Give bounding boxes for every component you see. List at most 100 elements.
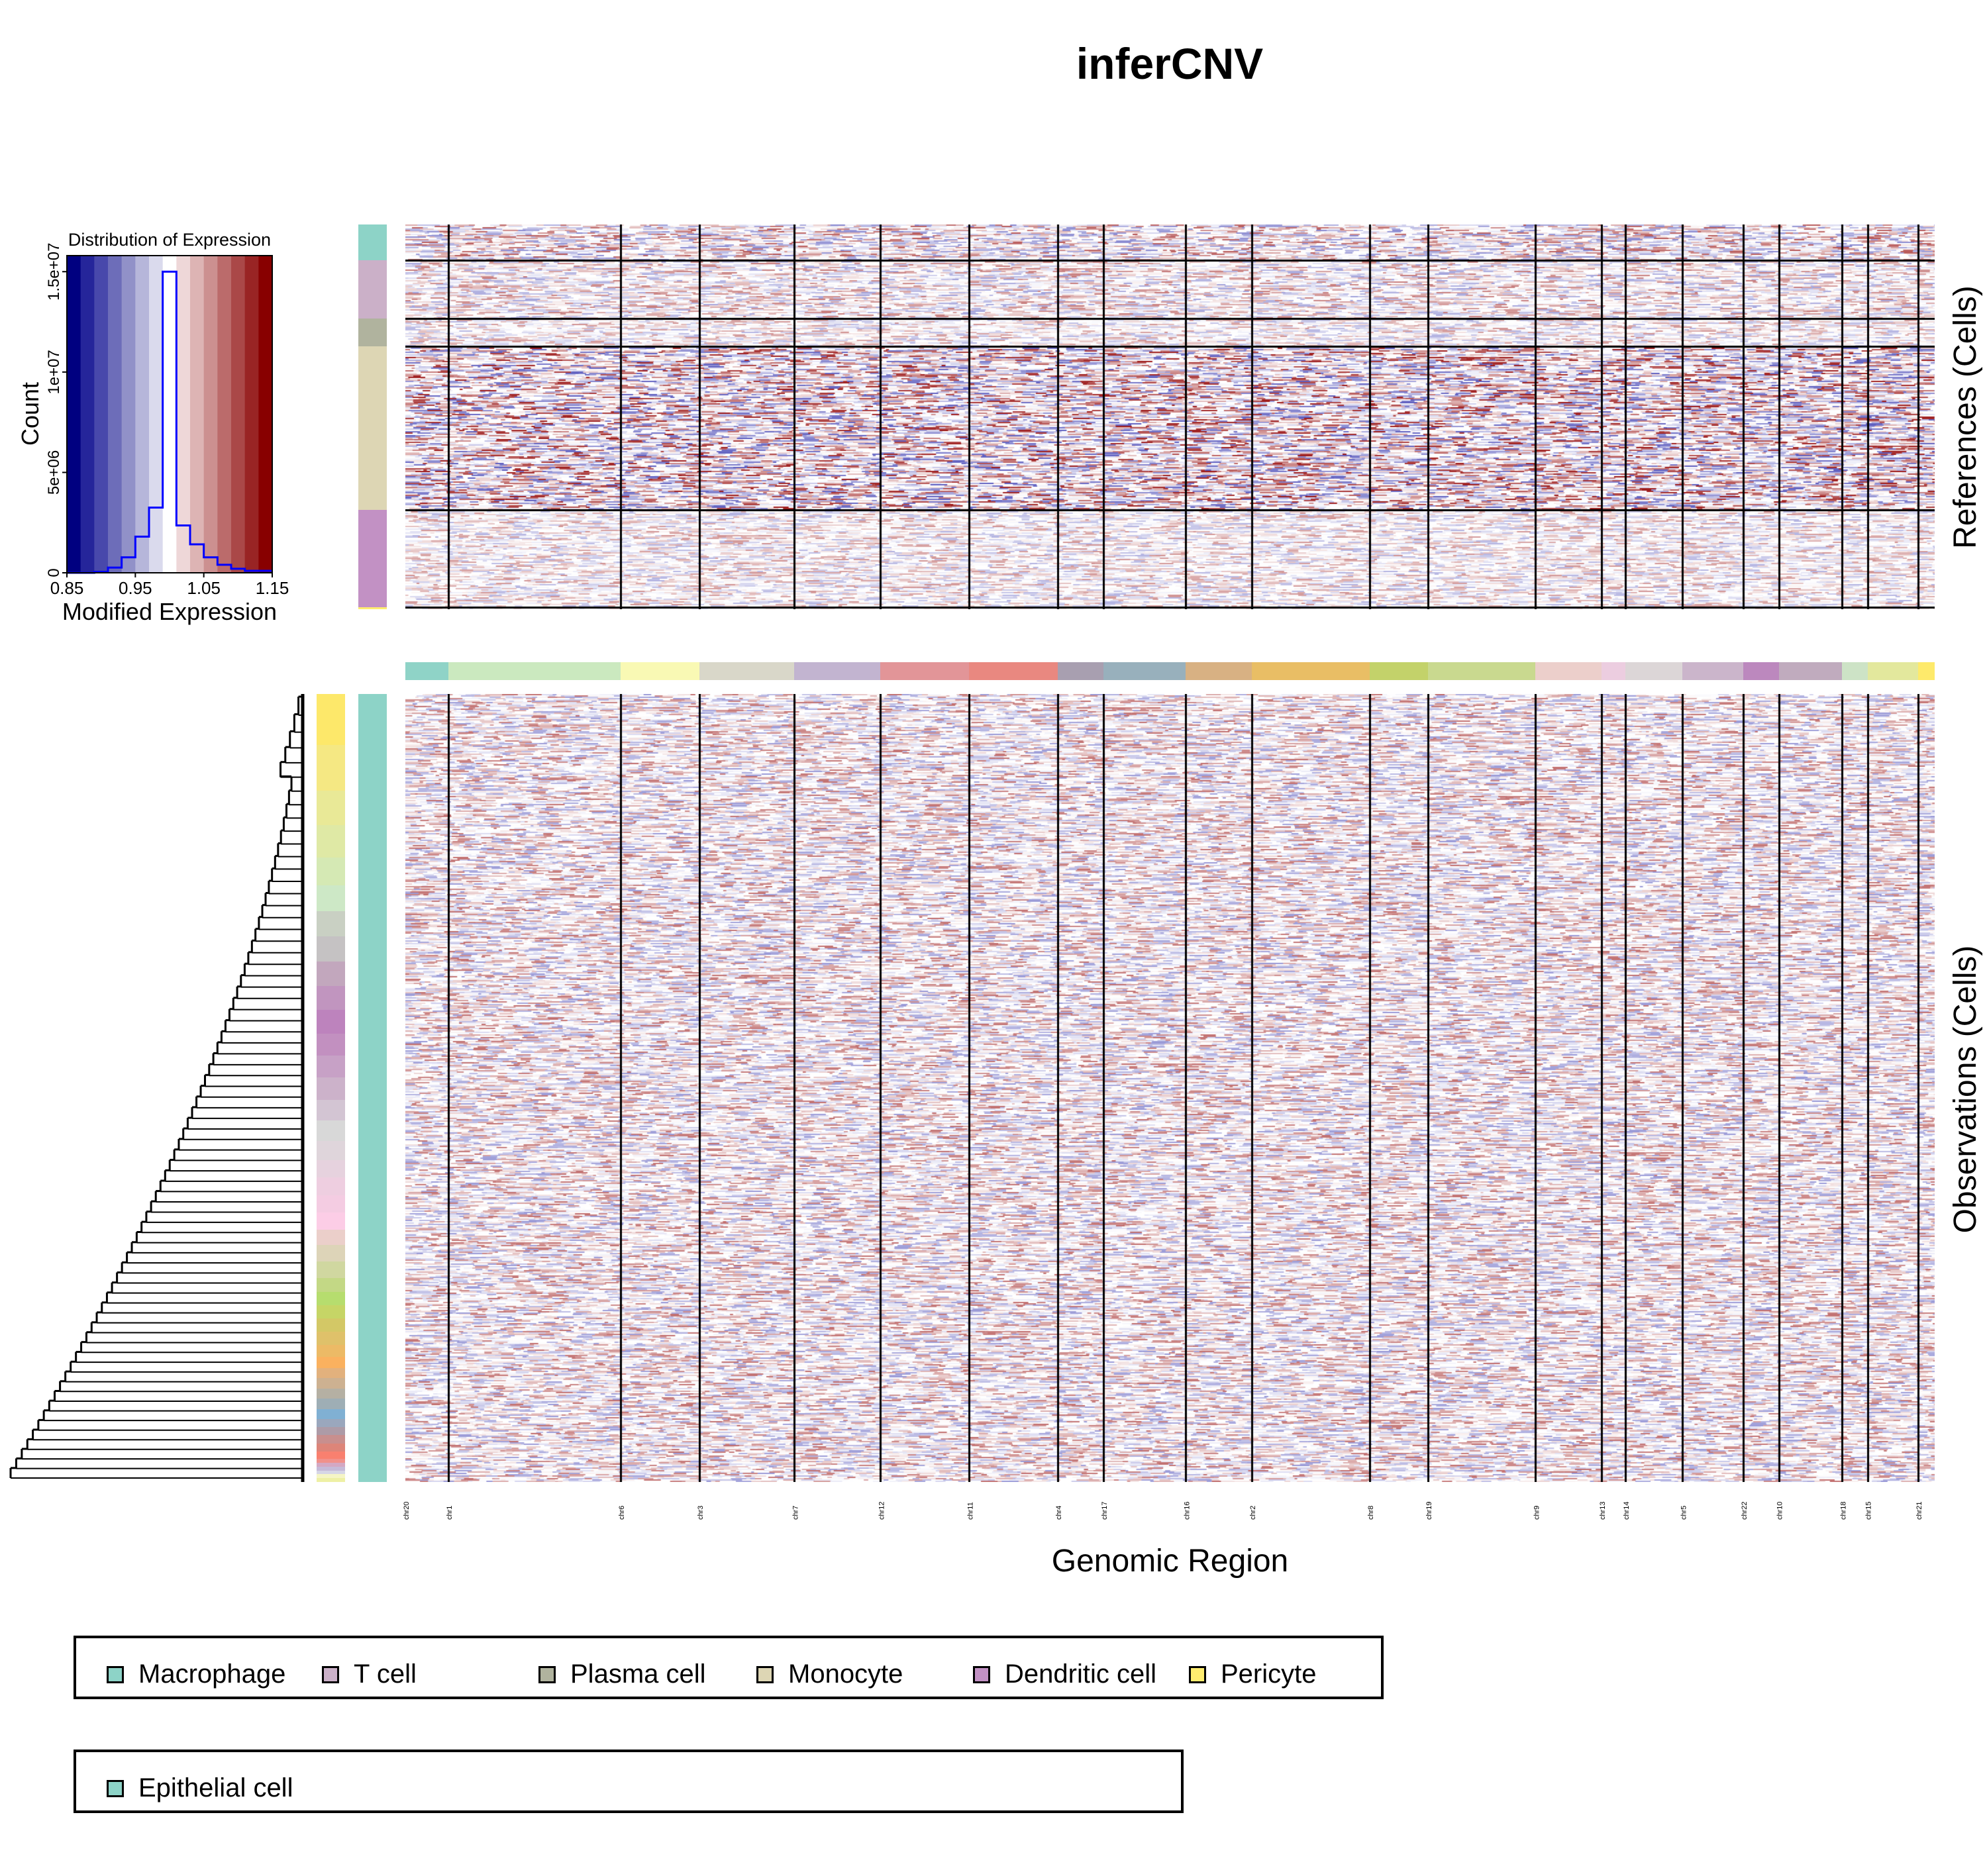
chromosome-bar-chr4 [1058,662,1104,680]
legend-item-monocyte: Monocyte [756,1659,903,1689]
chromosome-label: chr22 [1741,1501,1749,1520]
subcluster-block [317,1368,345,1379]
legend-item-t-cell: T cell [322,1659,417,1689]
subcluster-block [317,1229,345,1246]
subcluster-block [317,1477,345,1483]
reference-group-block [358,319,387,346]
histogram-axes: 0.85 0.95 1.05 1.15 0 5e+06 1e+07 1.5e+07 [45,243,289,598]
x-axis-label: Genomic Region [1051,1544,1289,1579]
color-key-band [121,256,136,573]
chromosome-bar-chr5 [1682,662,1744,680]
subcluster-block [317,911,345,937]
subcluster-block [317,1195,345,1213]
subcluster-block [317,1141,345,1161]
chromosome-bar-chr10 [1778,662,1843,680]
chromosome-label: chr4 [1055,1506,1063,1520]
legend-item-plasma-cell: Plasma cell [538,1659,706,1689]
observation-group-block [358,694,387,1482]
subcluster-annotation [317,694,345,1483]
subcluster-block [317,824,345,858]
reference-group-annotation [358,224,387,609]
chromosome-label: chr17 [1101,1501,1109,1520]
legend-label: Monocyte [788,1659,903,1689]
chromosome-label: chr16 [1183,1501,1191,1520]
observations-heatmap [405,694,1935,1482]
subcluster-block [317,1408,345,1420]
chromosome-bar-chr13 [1601,662,1626,680]
chromosome-color-bar [405,662,1935,680]
subcluster-block [317,1458,345,1463]
references-heatmap [405,224,1935,609]
subcluster-block [317,1077,345,1101]
legend-label: Epithelial cell [138,1773,293,1802]
reference-group-block [358,510,387,607]
color-key-band [244,256,259,573]
subcluster-block [317,1261,345,1279]
y-tick-label: 1e+07 [45,350,63,394]
color-key-band [217,256,232,573]
subcluster-block [317,1331,345,1346]
x-tick-label: 1.15 [256,578,289,598]
observation-dendrogram [9,694,305,1482]
subcluster-block [317,885,345,912]
chromosome-bar-chr16 [1186,662,1252,680]
reference-legend: Macrophage T cell Plasma cell Monocyte D… [74,1636,1384,1699]
references-axis-label: References (Cells) [1948,285,1983,549]
color-key-band [149,256,164,573]
chromosome-label: chr21 [1915,1501,1923,1520]
chromosome-bar-chr8 [1369,662,1429,680]
chromosome-bar-chr11 [969,662,1058,680]
subcluster-block [317,790,345,826]
subcluster-block [317,1177,345,1196]
subcluster-block [317,1277,345,1293]
color-key-band [135,256,150,573]
legend-label: Macrophage [138,1659,286,1689]
subcluster-block [317,1344,345,1358]
legend-label: Plasma cell [570,1659,706,1689]
color-key-band [258,256,273,573]
color-key-band [67,256,81,573]
subcluster-block [317,1399,345,1409]
histogram-step-line [67,270,272,574]
subcluster-block [317,1212,345,1230]
legend-swatch [973,1665,990,1683]
subcluster-block [317,1292,345,1306]
chromosome-label: chr10 [1776,1501,1784,1520]
observation-group-annotation [358,694,387,1482]
legend-swatch [322,1665,339,1683]
subcluster-block [317,1471,345,1475]
subcluster-block [317,1056,345,1078]
chromosome-label: chr9 [1533,1506,1541,1520]
subcluster-block [317,858,345,886]
chromosome-bar-chr15 [1867,662,1919,680]
chromosome-bar-chr2 [1251,662,1370,680]
legend-swatch [107,1665,124,1683]
chromosome-bar-chr9 [1535,662,1602,680]
legend-label: Dendritic cell [1005,1659,1156,1689]
chromosome-label: chr1 [446,1506,454,1520]
chromosome-bar-chr18 [1842,662,1868,680]
legend-swatch [756,1665,774,1683]
color-key-band [203,256,218,573]
chromosome-bar-chr19 [1427,662,1536,680]
subcluster-block [317,986,345,1011]
chromosome-label: chr7 [791,1506,799,1520]
subcluster-block [317,1466,345,1471]
color-key-band [108,256,123,573]
chromosome-label: chr20 [403,1501,411,1520]
chromosome-bar-chr1 [448,662,621,680]
chromosome-label: chr14 [1623,1501,1631,1520]
color-key-band [176,256,191,573]
color-key-band [162,256,177,573]
chromosome-label: chr8 [1367,1506,1375,1520]
subcluster-block [317,1418,345,1428]
reference-group-block [358,260,387,319]
chromosome-bar-chr17 [1103,662,1186,680]
chromosome-label: chr5 [1680,1506,1688,1520]
reference-group-block [358,224,387,260]
subcluster-block [317,1451,345,1459]
subcluster-block [317,1010,345,1034]
subcluster-block [317,1378,345,1389]
color-key-band [94,256,109,573]
observations-axis-label: Observations (Cells) [1948,945,1983,1234]
